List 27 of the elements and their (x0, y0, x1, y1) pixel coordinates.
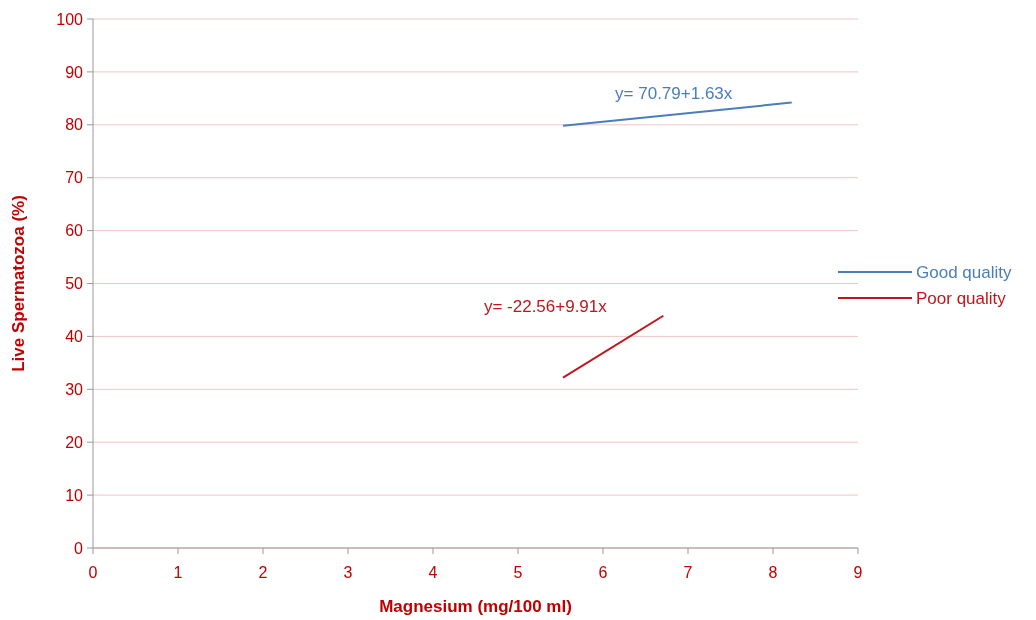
y-tick-label: 70 (65, 169, 84, 187)
x-tick-label: 6 (598, 564, 608, 581)
x-tick-label: 9 (853, 564, 863, 581)
y-tick-label: 40 (65, 328, 84, 345)
x-tick-label: 2 (258, 564, 268, 581)
y-tick-label: 50 (65, 275, 84, 293)
x-tick-label: 8 (768, 564, 778, 581)
y-tick-label: 20 (65, 433, 84, 451)
y-tick-label: 0 (74, 539, 84, 557)
x-tick-label: 1 (173, 564, 183, 581)
y-axis-title: Live Spermatozoa (%) (9, 195, 28, 372)
annotation: y= -22.56+9.91x (483, 296, 608, 316)
x-tick-label: 3 (343, 564, 353, 581)
annotation: y= 70.79+1.63x (615, 83, 733, 103)
x-tick-label: 7 (683, 564, 693, 581)
legend-label: Poor quality (916, 288, 1007, 308)
y-tick-label: 10 (65, 486, 84, 504)
legend-label: Good quality (916, 262, 1012, 282)
y-tick-label: 90 (65, 63, 84, 81)
x-tick-label: 5 (513, 564, 523, 581)
x-tick-label: 4 (428, 564, 438, 581)
x-tick-label: 0 (88, 564, 98, 581)
y-tick-label: 60 (65, 222, 84, 240)
y-tick-label: 30 (65, 380, 84, 398)
x-axis-title: Magnesium (mg/100 ml) (379, 597, 572, 616)
y-tick-label: 80 (65, 116, 84, 134)
y-tick-label: 100 (56, 10, 84, 28)
